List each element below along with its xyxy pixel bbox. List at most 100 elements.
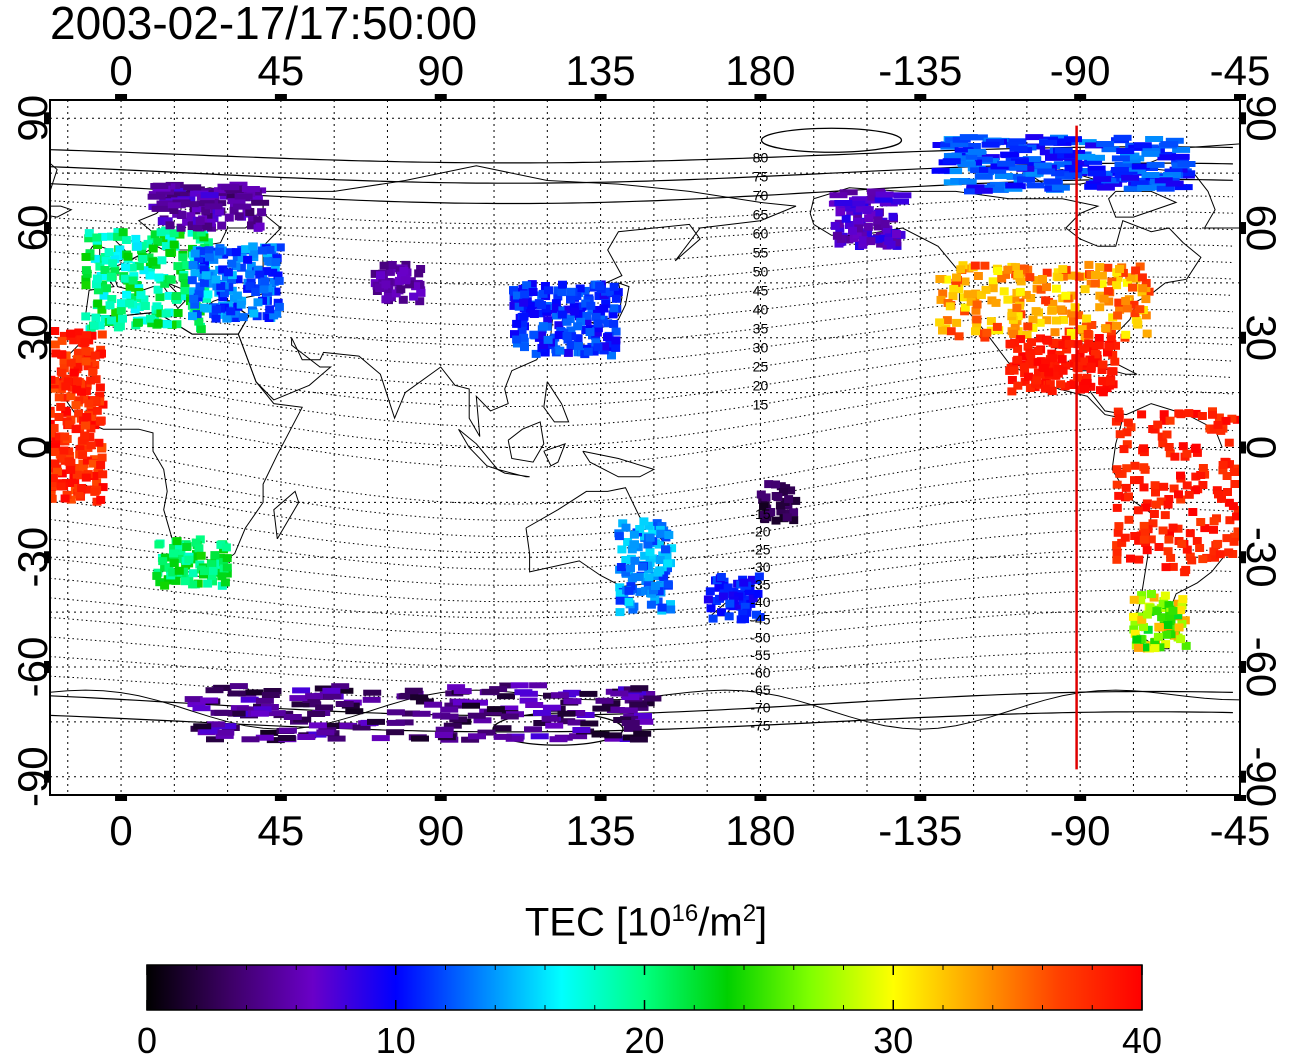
tec-point [147,193,166,200]
tec-point [96,495,106,504]
tec-point [60,494,70,503]
tec-point [1051,170,1070,177]
tec-point [132,242,142,251]
tec-point [980,261,990,270]
tec-point [1091,341,1101,350]
tec-point [1108,350,1118,359]
tec-point [848,226,857,235]
tec-point [649,586,658,595]
tec-point [188,244,197,253]
tec-point [308,722,327,729]
tec-point [54,393,64,402]
tec-point [190,300,200,309]
tec-point [60,393,70,402]
tec-point [520,343,529,352]
tec-point [116,306,126,315]
tec-point [555,346,565,355]
tec-point [180,286,190,295]
frame-bar [594,94,607,100]
tec-point [976,291,986,299]
tec-point [1129,300,1139,309]
tec-point [971,327,980,336]
tec-point [165,231,175,240]
tec-point [986,317,996,326]
tec-point [1122,464,1132,473]
tec-point [74,409,84,418]
tec-point [789,508,799,517]
tec-point [50,409,55,418]
lat-tick-left: 0 [9,436,56,459]
tec-point [1071,160,1089,167]
tec-point [958,178,977,185]
tec-point [853,213,863,221]
tec-point [97,453,107,462]
tec-point [291,701,310,708]
tec-point [1152,607,1162,616]
tec-point [621,568,631,577]
tec-point [639,517,649,526]
tec-point [322,722,340,729]
tec-point [880,220,890,228]
tec-point [1014,270,1023,279]
tec-point [954,285,964,294]
tec-point [974,173,993,180]
frame-bar [44,222,50,235]
tec-point [1165,449,1175,458]
tec-point [1075,349,1085,358]
tec-point [97,305,107,314]
tec-point [1042,316,1052,325]
tec-point [1084,260,1094,269]
tec-point [84,234,94,243]
tec-point [56,482,66,491]
tec-point [1115,469,1125,478]
tec-point [611,336,621,345]
contour-labels: 80 75 70 65 60 55 50 45 40 35 30 25 20 15 -15 -20-25 -30… [750,150,770,734]
tec-point [1112,281,1122,290]
tec-point [1084,158,1103,165]
tec-point [630,556,640,565]
tec-point [82,456,92,465]
tec-point [210,551,220,560]
tec-point [93,241,102,249]
lat-tick-right: 30 [1238,314,1285,361]
tec-point [253,298,263,307]
tec-point [1039,364,1049,372]
tec-point [655,556,665,564]
tec-point [297,734,316,740]
tec-point [505,735,524,742]
tec-point [1047,306,1057,315]
tec-point [292,687,311,694]
tec-point [186,212,196,221]
tec-point [1010,263,1020,272]
tec-point [543,335,553,344]
tec-point [155,578,165,587]
tec-point [115,245,125,254]
tec-point [1009,366,1019,375]
tec-point [1045,380,1055,389]
tec-point [1123,185,1142,192]
tec-point [510,330,519,339]
tec-point [566,287,576,296]
tec-point [1098,376,1108,385]
tec-point [206,721,225,728]
tec-point [387,261,397,269]
contour-line [50,447,1233,521]
tec-point [224,283,234,292]
tec-point [771,480,780,489]
tec-point [876,239,886,248]
tec-point [50,375,56,384]
tec-point [164,291,174,300]
tec-point [169,240,179,249]
tec-point [1137,591,1147,600]
tec-point [980,333,990,342]
tec-point [619,707,638,714]
tec-point [1184,490,1194,499]
tec-point [1025,273,1035,282]
tec-point [371,735,390,742]
frame-bar [434,94,447,100]
tec-point [188,580,198,589]
contour-label: 80 [753,150,769,166]
tec-point [1154,622,1164,631]
tec-point [409,292,419,301]
tec-point [1197,412,1207,420]
